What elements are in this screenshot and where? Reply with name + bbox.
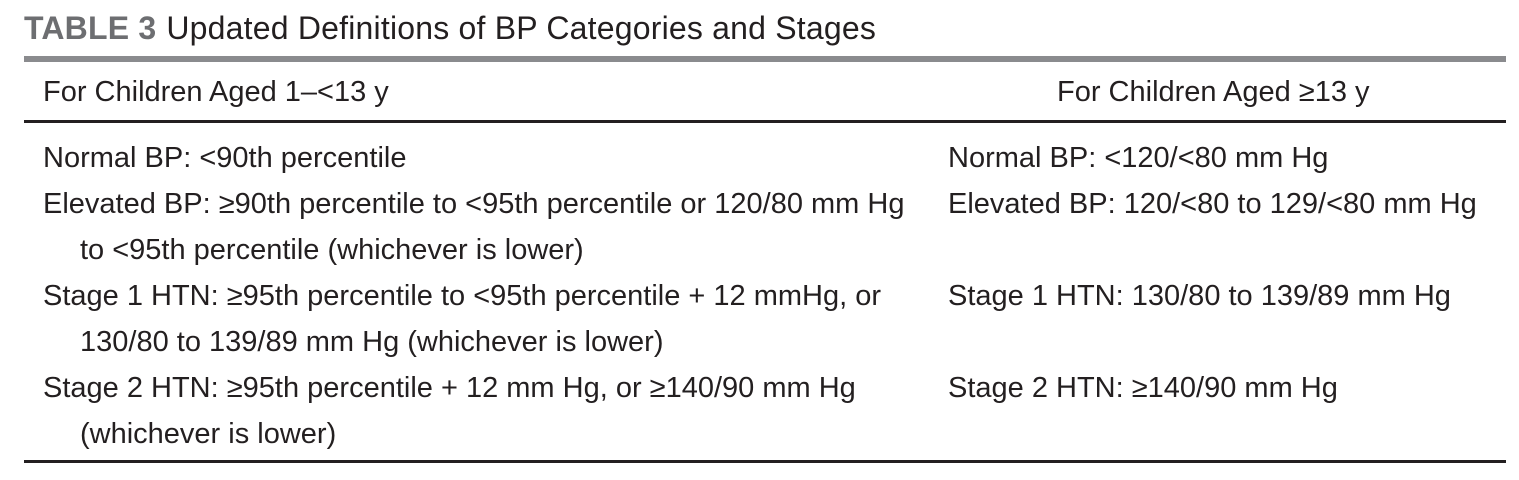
header-rule: [24, 120, 1506, 123]
header-left: For Children Aged 1–<13 y: [43, 76, 389, 108]
right-row-normal: Normal BP: <120/<80 mm Hg: [948, 142, 1329, 174]
header-row: For Children Aged 1–<13 y For Children A…: [24, 62, 1506, 120]
table-label: TABLE 3: [24, 9, 157, 46]
right-row-elevated: Elevated BP: 120/<80 to 129/<80 mm Hg: [948, 188, 1477, 220]
table-title: Updated Definitions of BP Categories and…: [166, 9, 877, 46]
table-caption: TABLE 3 Updated Definitions of BP Catego…: [24, 0, 1506, 56]
header-right: For Children Aged ≥13 y: [1057, 76, 1370, 108]
left-row-stage2: Stage 2 HTN: ≥95th percentile + 12 mm Hg…: [43, 372, 856, 450]
left-row-normal: Normal BP: <90th percentile: [43, 142, 407, 174]
top-rule: [24, 56, 1506, 62]
right-row-stage1: Stage 1 HTN: 130/80 to 139/89 mm Hg: [948, 280, 1451, 312]
bottom-rule: [24, 460, 1506, 463]
left-column: Normal BP: <90th percentile Elevated BP:…: [43, 135, 933, 457]
table-body: Normal BP: <90th percentile Elevated BP:…: [24, 123, 1506, 459]
table-3: TABLE 3 Updated Definitions of BP Catego…: [24, 0, 1506, 459]
left-row-elevated: Elevated BP: ≥90th percentile to <95th p…: [43, 188, 905, 266]
right-row-stage2: Stage 2 HTN: ≥140/90 mm Hg: [948, 372, 1338, 404]
right-column: Normal BP: <120/<80 mm Hg Elevated BP: 1…: [948, 135, 1506, 411]
left-row-stage1: Stage 1 HTN: ≥95th percentile to <95th p…: [43, 280, 882, 358]
